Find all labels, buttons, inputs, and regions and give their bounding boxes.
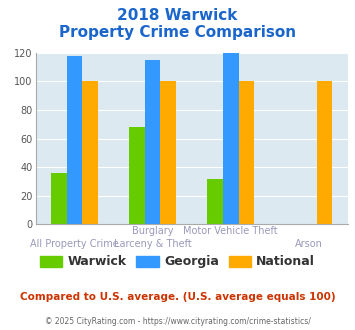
Text: Property Crime Comparison: Property Crime Comparison [59,25,296,40]
Text: All Property Crime: All Property Crime [30,239,119,249]
Text: Compared to U.S. average. (U.S. average equals 100): Compared to U.S. average. (U.S. average … [20,292,335,302]
Bar [82,82,98,224]
Bar [67,56,82,224]
Text: Burglary: Burglary [132,226,173,236]
Bar [129,127,145,224]
Text: Arson: Arson [295,239,323,249]
Text: Larceny & Theft: Larceny & Theft [114,239,192,249]
Bar [239,82,254,224]
Text: Motor Vehicle Theft: Motor Vehicle Theft [184,226,278,236]
Bar [207,179,223,224]
Bar [145,60,160,224]
Bar [317,82,332,224]
Text: 2018 Warwick: 2018 Warwick [117,8,238,23]
Text: © 2025 CityRating.com - https://www.cityrating.com/crime-statistics/: © 2025 CityRating.com - https://www.city… [45,317,310,326]
Bar [223,53,239,224]
Bar [160,82,176,224]
Bar [51,173,67,224]
Legend: Warwick, Georgia, National: Warwick, Georgia, National [35,250,320,274]
